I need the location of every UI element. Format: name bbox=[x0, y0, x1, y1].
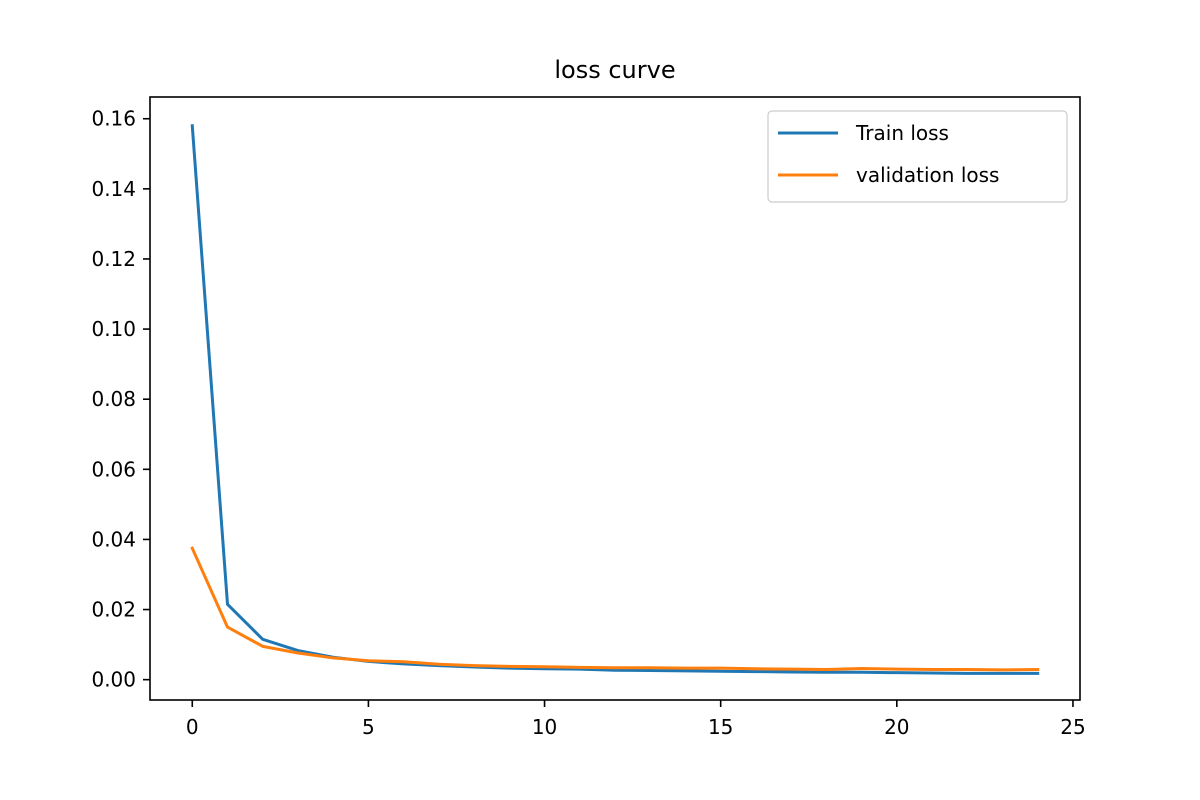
x-tick-label: 15 bbox=[708, 715, 733, 739]
y-tick-label: 0.10 bbox=[91, 317, 136, 341]
x-tick-label: 10 bbox=[532, 715, 557, 739]
legend-items: Train loss validation loss bbox=[778, 121, 999, 187]
y-tick-label: 0.00 bbox=[91, 668, 136, 692]
y-tick-label: 0.16 bbox=[91, 107, 136, 131]
legend-label-0: Train loss bbox=[855, 121, 949, 145]
plot-frame bbox=[149, 96, 1081, 701]
ticks-layer: 0 5 10 15 20 25 0.00 0.02 0.04 0.06 0.08 0.10 0.12 0.… bbox=[91, 107, 1085, 739]
y-tick-label: 0.12 bbox=[91, 247, 136, 271]
legend-box bbox=[767, 110, 1068, 203]
y-tick-label: 0.02 bbox=[91, 598, 136, 622]
series-layer bbox=[190, 124, 1040, 675]
y-tick-label: 0.04 bbox=[91, 527, 136, 551]
legend: Train loss validation loss bbox=[767, 110, 1068, 203]
x-tick-label: 25 bbox=[1060, 715, 1085, 739]
x-tick-label: 20 bbox=[884, 715, 909, 739]
x-tick-label: 5 bbox=[362, 715, 375, 739]
y-tick-label: 0.08 bbox=[91, 387, 136, 411]
series-line-1 bbox=[190, 546, 1040, 672]
y-tick-label: 0.14 bbox=[91, 177, 136, 201]
chart-title: loss curve bbox=[554, 56, 675, 84]
x-tick-label: 0 bbox=[186, 715, 199, 739]
y-tick-label: 0.06 bbox=[91, 457, 136, 481]
legend-label-1: validation loss bbox=[856, 163, 999, 187]
